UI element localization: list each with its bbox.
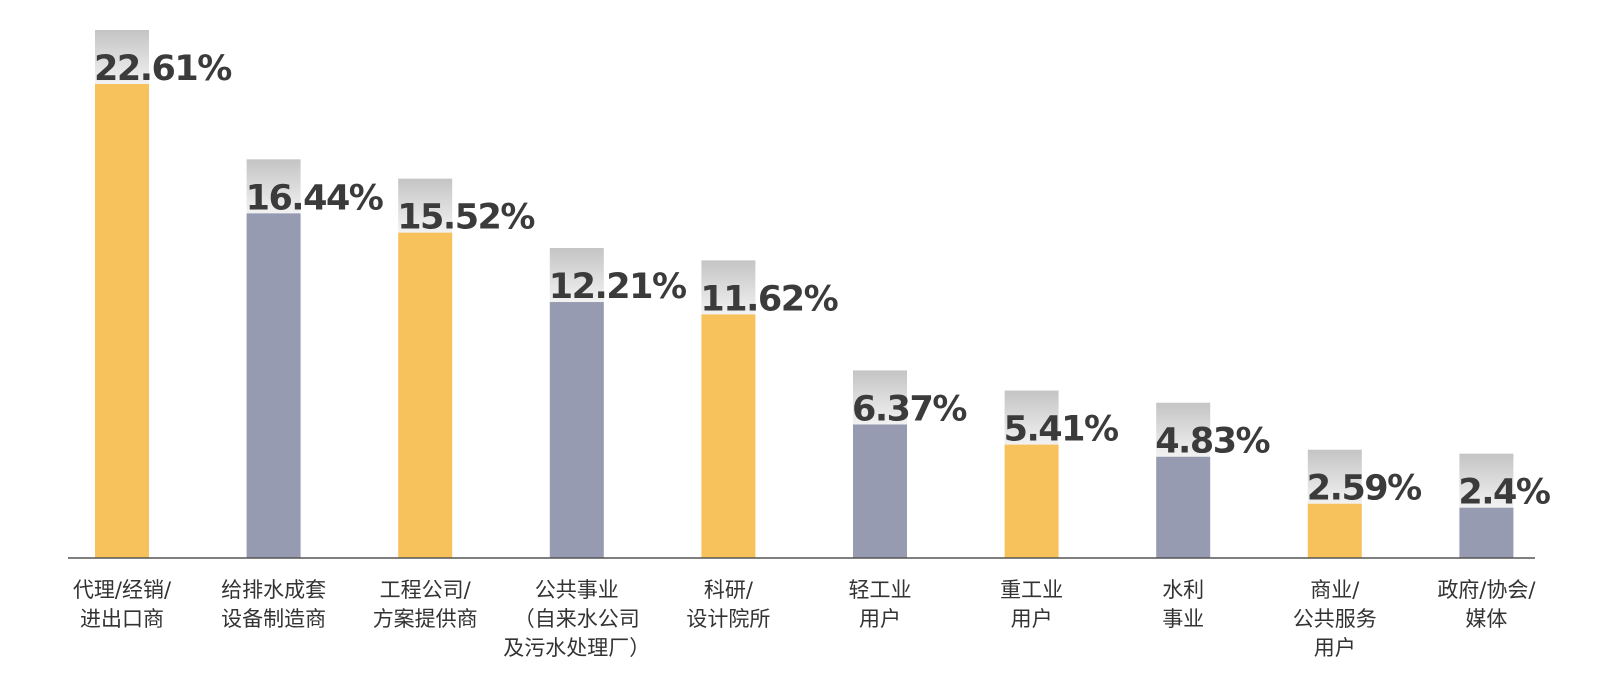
category-label: 轻工业用户 [849, 578, 912, 631]
category-label-line: 政府/协会/ [1437, 578, 1536, 602]
value-label: 11.62% [700, 279, 837, 319]
bar-9 [1307, 503, 1362, 558]
category-label: 重工业用户 [1000, 578, 1063, 631]
category-label-line: 进出口商 [80, 607, 164, 631]
category-label: 政府/协会/媒体 [1437, 578, 1536, 631]
category-label: 商业/公共服务用户 [1293, 578, 1377, 660]
category-label: 代理/经销/进出口商 [73, 578, 172, 631]
value-label: 4.83% [1155, 422, 1269, 462]
bar-3 [398, 232, 453, 559]
category-label-line: 轻工业 [849, 578, 912, 602]
value-labels-layer: 22.61% 16.44% 15.52% 12.21% 11.62% 6.37% 5.41%… [94, 49, 1551, 513]
category-label: 公共事业 （自来水公司及污水处理厂） [503, 578, 650, 660]
category-label-line: 水利 [1162, 578, 1204, 602]
category-labels-layer: 代理/经销/进出口商给排水成套设备制造商工程公司/方案提供商公共事业（自来水公司… [73, 578, 1536, 660]
category-label-line: 用户 [859, 607, 901, 631]
value-label: 15.52% [397, 198, 534, 238]
category-label-line: 媒体 [1465, 607, 1507, 631]
category-label-line: （自来水公司 [514, 607, 640, 631]
bar-cap [549, 248, 604, 303]
value-label: 2.59% [1307, 469, 1421, 509]
bar-cap [1004, 390, 1059, 445]
category-label-line: 及污水处理厂） [503, 636, 650, 660]
bar-cap [1459, 453, 1514, 508]
category-label-line: 工程公司/ [380, 578, 472, 602]
bar-cap [398, 178, 453, 233]
bar-cap [701, 260, 756, 315]
category-label-line: 公共服务 [1293, 607, 1377, 631]
bar-4 [549, 302, 604, 558]
category-label-line: 科研/ [704, 578, 754, 602]
value-label: 16.44% [246, 178, 383, 218]
value-label: 12.21% [549, 267, 686, 307]
category-label-line: 公共事业 [535, 578, 619, 602]
bar-5 [701, 314, 756, 558]
category-label-line: 重工业 [1000, 578, 1063, 602]
value-label: 22.61% [94, 49, 231, 89]
bar-cap [1156, 402, 1211, 457]
bars-layer [95, 30, 1514, 559]
category-label: 水利事业 [1162, 578, 1204, 631]
category-label: 工程公司/方案提供商 [373, 578, 478, 631]
category-label: 科研/设计院所 [686, 578, 770, 631]
bar-8 [1156, 456, 1211, 558]
bar-6 [853, 424, 907, 558]
category-label-line: 设计院所 [686, 607, 770, 631]
value-label: 6.37% [852, 389, 966, 429]
category-label-line: 商业/ [1310, 578, 1360, 602]
bar-cap [853, 370, 907, 425]
bar-2 [246, 213, 301, 559]
category-label-line: 给排水成套 [221, 578, 326, 602]
category-label-line: 方案提供商 [373, 607, 478, 631]
value-label: 2.4% [1458, 473, 1550, 513]
category-label-line: 事业 [1162, 607, 1204, 631]
category-label-line: 用户 [1011, 607, 1053, 631]
bar-1 [95, 84, 149, 558]
category-label: 给排水成套设备制造商 [221, 578, 326, 631]
value-label: 5.41% [1004, 410, 1118, 450]
bar-cap [246, 159, 301, 214]
category-label-line: 用户 [1314, 636, 1356, 660]
category-label-line: 设备制造商 [221, 607, 326, 631]
bar-10 [1459, 507, 1514, 558]
bar-cap [1307, 449, 1362, 504]
category-label-line: 代理/经销/ [73, 578, 172, 602]
bar-7 [1004, 444, 1059, 558]
bar-cap [95, 30, 149, 84]
